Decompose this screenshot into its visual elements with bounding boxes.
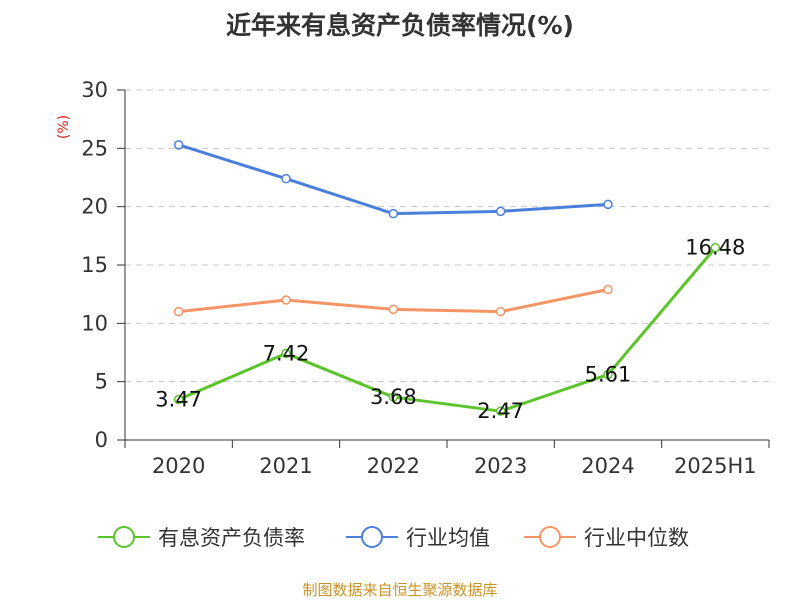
x-tick-label: 2024 [581,454,634,478]
data-point [388,304,399,315]
data-point [710,242,721,253]
data-point [495,406,506,416]
x-tick-label: 2020 [152,454,205,478]
data-point [603,369,613,380]
data-point [173,140,184,150]
y-axis: 0 5 10 15 20 25 30 [81,78,126,452]
series-line-1 [178,246,717,413]
y-tick-label: 20 [81,195,108,219]
data-label: 7.42 [263,341,310,365]
x-tick-label: 2022 [367,454,420,478]
data-label: 3.68 [370,385,417,409]
data-point [281,295,291,305]
y-tick-label: 10 [81,311,108,335]
legend-label: 行业均值 [406,526,490,550]
data-point [173,306,184,317]
data-labels: 3.47 7.42 3.68 2.47 5.61 16.48 [155,236,745,423]
data-point [281,348,291,359]
data-point [388,392,399,402]
source-note: 制图数据来自恒生聚源数据库 [302,581,497,599]
x-tick-label: 2023 [474,454,527,478]
series-lines [178,143,717,413]
y-tick-label: 5 [95,370,108,394]
y-tick-label: 30 [81,78,108,102]
series-line-2 [178,143,609,216]
legend: 有息资产负债率 行业均值 行业中位数 [98,526,689,550]
gridlines [125,89,769,383]
chart-title: 近年来有息资产负债率情况(%) [226,11,574,40]
y-tick-label: 0 [95,428,108,452]
legend-label: 有息资产负债率 [158,526,305,550]
legend-label: 行业中位数 [584,526,689,550]
legend-swatch-marker [113,526,135,548]
data-point [603,284,613,295]
data-point [495,206,506,217]
data-point [281,173,291,184]
data-label: 16.48 [685,236,745,260]
y-tick-label: 15 [81,253,108,277]
data-point [173,394,184,405]
x-axis: 2020 2021 2022 2023 2024 2025H1 [124,439,770,478]
x-tick-label: 2021 [259,454,312,478]
y-axis-unit: (%) [56,115,72,139]
y-tick-label: 25 [81,136,108,160]
series-points [173,140,721,416]
data-label: 5.61 [585,363,632,387]
legend-swatch-marker [361,526,383,548]
data-label: 3.47 [155,388,202,412]
data-point [388,208,399,219]
data-point [603,199,613,210]
data-point [495,306,506,317]
legend-swatch-marker [539,526,561,548]
x-tick-label: 2025H1 [674,454,757,478]
data-label: 2.47 [477,399,524,423]
